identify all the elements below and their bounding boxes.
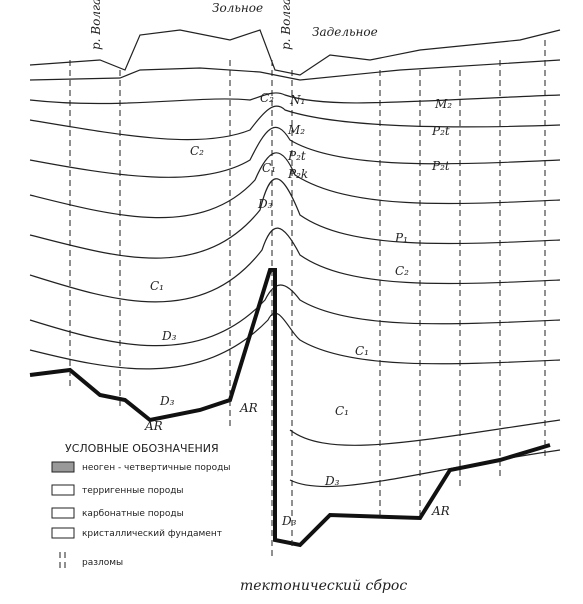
layer-label: P₂t xyxy=(287,149,306,163)
line xyxy=(51,527,75,539)
caption: тектонический сброс xyxy=(240,578,407,594)
line xyxy=(29,126,561,178)
line xyxy=(29,92,561,105)
legend-item: разломы xyxy=(82,558,123,568)
layer-label: D₃ xyxy=(281,514,297,528)
legend: УСЛОВНЫЕ ОБОЗНАЧЕНИЯ неоген - четвертичн… xyxy=(51,442,230,572)
layer-label: AR xyxy=(144,419,163,433)
layer-label: D₃ xyxy=(324,474,340,488)
line xyxy=(289,419,561,446)
layer-label: C₁ xyxy=(355,344,369,358)
layer-label: C₁ xyxy=(150,279,164,293)
line xyxy=(29,105,561,141)
layer-label: AR xyxy=(239,401,258,415)
layer-label: N₁ xyxy=(289,93,305,107)
layer-labels: N₁ M₂ P₂t P₂k C₂ C₁ D₃ C₁ D₃ D₃ AR AR C₂… xyxy=(144,91,452,528)
line xyxy=(29,152,561,219)
layer-label: C₂ xyxy=(190,144,204,158)
village: Задельное xyxy=(312,25,378,39)
layer-label: D₃ xyxy=(159,394,175,408)
topography-base xyxy=(29,59,561,81)
layer-label: P₁ xyxy=(394,231,408,245)
legend-item: терригенные породы xyxy=(82,486,184,496)
line xyxy=(29,227,561,303)
layer-label: P₂t xyxy=(431,124,450,138)
legend-item: карбонатные породы xyxy=(82,509,184,519)
line xyxy=(29,284,561,347)
river: р. Волга xyxy=(279,0,293,50)
faults xyxy=(69,40,546,560)
topography xyxy=(29,29,561,76)
layer-label: P₂t xyxy=(431,159,450,173)
layer-label: D₃ xyxy=(257,197,273,211)
river: р. Волга xyxy=(89,0,103,50)
line xyxy=(51,461,75,473)
layer-label: M₂ xyxy=(434,97,452,111)
line xyxy=(51,484,75,496)
basement-top xyxy=(29,268,551,548)
layer-label: P₂k xyxy=(287,167,308,181)
line xyxy=(29,312,561,370)
legend-item: неоген - четвертичные породы xyxy=(82,463,230,473)
line xyxy=(51,507,75,519)
legend-title: УСЛОВНЫЕ ОБОЗНАЧЕНИЯ xyxy=(65,442,219,455)
layer-label: C₁ xyxy=(335,404,349,418)
layer-label: D₃ xyxy=(161,329,177,343)
legend-item: кристаллический фундамент xyxy=(82,529,222,539)
layer-label: AR xyxy=(431,504,450,518)
line xyxy=(29,178,561,259)
village: Зольное xyxy=(212,1,263,15)
layer-label: C₁ xyxy=(262,161,276,175)
layer-label: C₂ xyxy=(395,264,409,278)
layer-label: M₂ xyxy=(287,123,305,137)
layer-label: C₂ xyxy=(260,91,274,105)
